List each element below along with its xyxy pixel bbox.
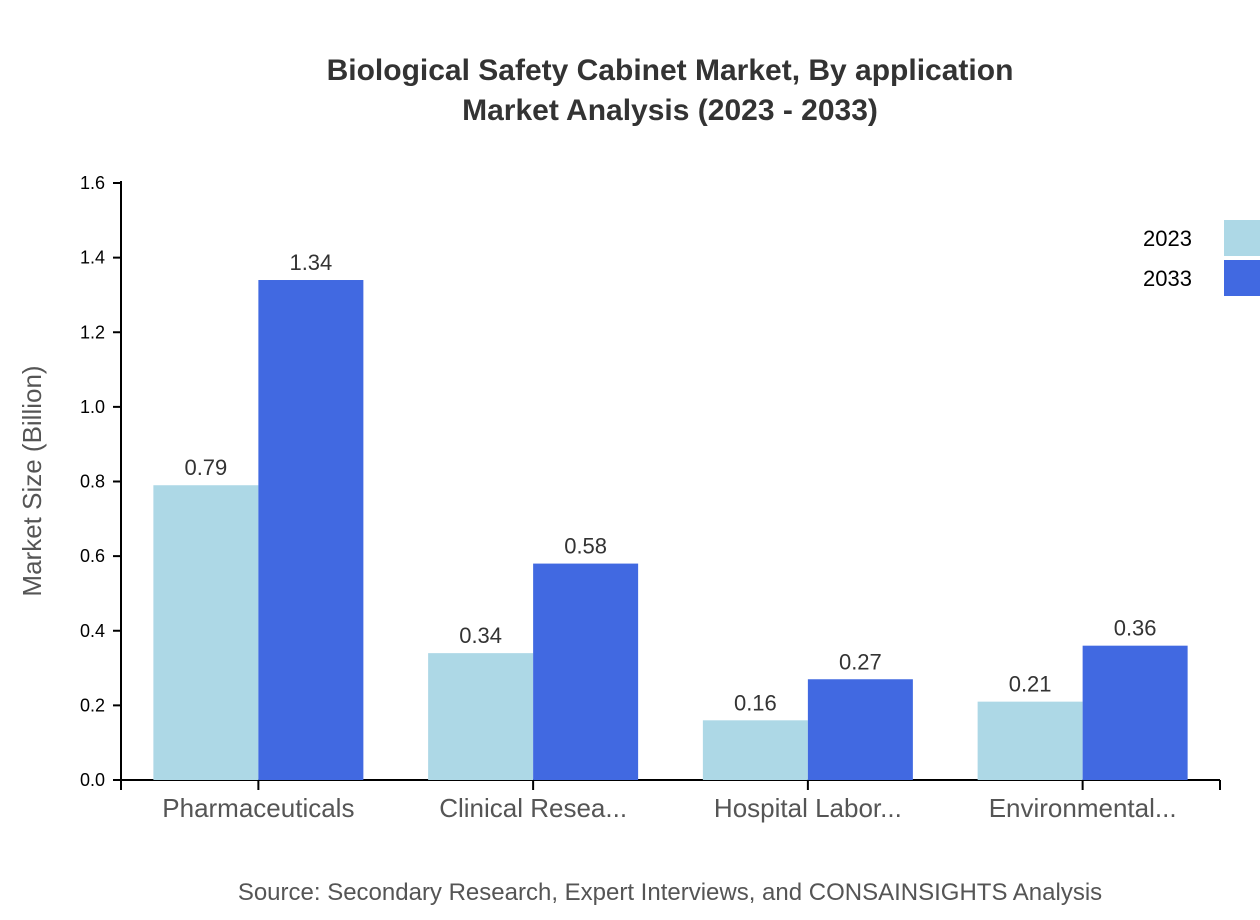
data-label: 0.58 <box>564 534 607 559</box>
legend-swatch <box>1224 220 1260 256</box>
data-label: 0.79 <box>184 455 227 480</box>
data-label: 0.34 <box>459 623 502 648</box>
y-tick-label: 0.2 <box>80 695 105 715</box>
source-note: Source: Secondary Research, Expert Inter… <box>238 879 1102 906</box>
data-label: 0.16 <box>734 690 777 715</box>
bar-2023 <box>977 701 1083 780</box>
data-label: 0.27 <box>839 649 882 674</box>
y-tick-label: 1.2 <box>80 322 105 342</box>
bar-2023 <box>428 653 534 780</box>
x-tick-label: Pharmaceuticals <box>162 793 354 823</box>
bar-2023 <box>153 485 259 780</box>
x-tick-label: Clinical Resea... <box>439 793 627 823</box>
y-tick-label: 0.6 <box>80 546 105 566</box>
x-tick-label: Environmental... <box>989 793 1177 823</box>
y-tick-label: 0.8 <box>80 472 105 492</box>
bar-2033 <box>258 280 364 780</box>
y-tick-label: 1.4 <box>80 248 105 268</box>
bar-2033 <box>1082 645 1188 780</box>
y-tick-label: 0.4 <box>80 621 105 641</box>
x-tick-label: Hospital Labor... <box>714 793 902 823</box>
bar-2033 <box>533 563 639 780</box>
legend-label: 2023 <box>1143 226 1192 251</box>
y-tick-label: 1.6 <box>80 173 105 193</box>
legend-label: 2033 <box>1143 266 1192 291</box>
bar-2023 <box>702 720 808 780</box>
chart-subtitle: Market Analysis (2023 - 2033) <box>462 94 878 127</box>
chart-title: Biological Safety Cabinet Market, By app… <box>327 54 1014 87</box>
y-tick-label: 1.0 <box>80 397 105 417</box>
legend-swatch <box>1224 260 1260 296</box>
data-label: 0.36 <box>1114 616 1157 641</box>
data-label: 1.34 <box>289 250 332 275</box>
y-tick-label: 0.0 <box>80 770 105 790</box>
y-axis-label: Market Size (Billion) <box>17 365 47 596</box>
data-label: 0.21 <box>1009 672 1052 697</box>
bar-2033 <box>807 679 913 780</box>
